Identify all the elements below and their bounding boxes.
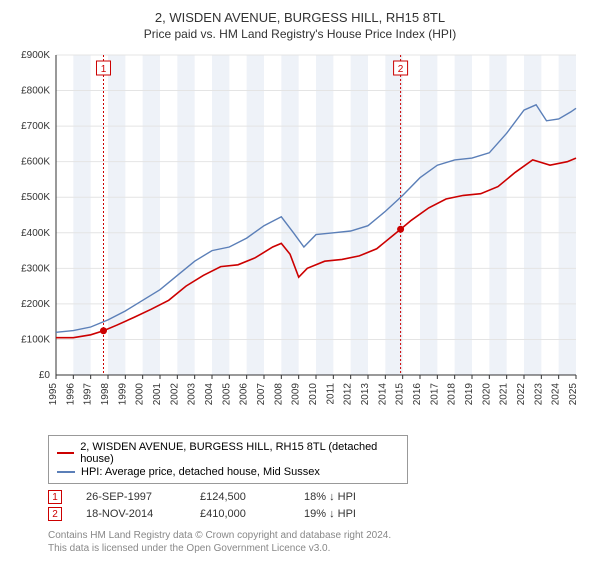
transaction-diff: 18% ↓ HPI xyxy=(304,491,384,503)
legend-row: 2, WISDEN AVENUE, BURGESS HILL, RH15 8TL… xyxy=(57,441,399,465)
transaction-table: 1 26-SEP-1997 £124,500 18% ↓ HPI 2 18-NOV-201… xyxy=(48,490,590,521)
transaction-marker: 1 xyxy=(48,490,62,504)
svg-text:2020: 2020 xyxy=(481,383,492,406)
svg-text:£200K: £200K xyxy=(21,299,50,310)
svg-text:2021: 2021 xyxy=(499,383,510,406)
svg-text:1: 1 xyxy=(101,64,107,75)
transaction-marker: 2 xyxy=(48,507,62,521)
transaction-row: 2 18-NOV-2014 £410,000 19% ↓ HPI xyxy=(48,507,590,521)
svg-text:2013: 2013 xyxy=(360,383,371,406)
svg-text:2000: 2000 xyxy=(135,383,146,406)
transaction-price: £410,000 xyxy=(200,508,280,520)
svg-text:2003: 2003 xyxy=(187,383,198,406)
svg-text:2: 2 xyxy=(398,64,404,75)
svg-text:£0: £0 xyxy=(39,370,51,381)
legend-swatch xyxy=(57,471,75,473)
svg-text:2015: 2015 xyxy=(395,383,406,406)
svg-text:2019: 2019 xyxy=(464,383,475,406)
legend-label: 2, WISDEN AVENUE, BURGESS HILL, RH15 8TL… xyxy=(80,441,399,465)
svg-text:2006: 2006 xyxy=(239,383,250,406)
svg-text:2009: 2009 xyxy=(291,383,302,406)
transaction-price: £124,500 xyxy=(200,491,280,503)
legend-swatch xyxy=(57,452,74,454)
footer-line-2: This data is licensed under the Open Gov… xyxy=(48,542,590,555)
svg-text:£700K: £700K xyxy=(21,121,50,132)
footer-attribution: Contains HM Land Registry data © Crown c… xyxy=(48,529,590,555)
chart-svg: £0 £100K £200K £300K £400K £500K £600K £700K £80… xyxy=(10,49,590,429)
svg-text:2002: 2002 xyxy=(169,383,180,406)
svg-text:2011: 2011 xyxy=(325,383,336,405)
svg-text:£300K: £300K xyxy=(21,263,50,274)
svg-text:1997: 1997 xyxy=(83,383,94,406)
svg-text:2017: 2017 xyxy=(429,383,440,406)
transaction-date: 26-SEP-1997 xyxy=(86,491,176,503)
svg-text:£400K: £400K xyxy=(21,228,50,239)
page-title: 2, WISDEN AVENUE, BURGESS HILL, RH15 8TL xyxy=(10,10,590,25)
svg-text:1998: 1998 xyxy=(100,383,111,406)
svg-text:2001: 2001 xyxy=(152,383,163,406)
svg-text:2016: 2016 xyxy=(412,383,423,406)
page-subtitle: Price paid vs. HM Land Registry's House … xyxy=(10,27,590,41)
svg-text:£800K: £800K xyxy=(21,86,50,97)
transaction-row: 1 26-SEP-1997 £124,500 18% ↓ HPI xyxy=(48,490,590,504)
legend-row: HPI: Average price, detached house, Mid … xyxy=(57,466,399,478)
svg-text:2004: 2004 xyxy=(204,383,215,406)
svg-text:1995: 1995 xyxy=(48,383,59,406)
legend-label: HPI: Average price, detached house, Mid … xyxy=(81,466,320,478)
footer-line-1: Contains HM Land Registry data © Crown c… xyxy=(48,529,590,542)
transaction-date: 18-NOV-2014 xyxy=(86,508,176,520)
svg-text:1996: 1996 xyxy=(65,383,76,406)
svg-text:2025: 2025 xyxy=(568,383,579,406)
legend: 2, WISDEN AVENUE, BURGESS HILL, RH15 8TL… xyxy=(48,435,408,484)
svg-text:2005: 2005 xyxy=(221,383,232,406)
svg-text:£100K: £100K xyxy=(21,334,50,345)
svg-text:2007: 2007 xyxy=(256,383,267,406)
svg-text:2023: 2023 xyxy=(533,383,544,406)
svg-text:£900K: £900K xyxy=(21,50,50,61)
svg-text:£500K: £500K xyxy=(21,192,50,203)
svg-text:2024: 2024 xyxy=(551,383,562,406)
svg-text:2022: 2022 xyxy=(516,383,527,406)
svg-text:2018: 2018 xyxy=(447,383,458,406)
svg-text:£600K: £600K xyxy=(21,157,50,168)
transaction-diff: 19% ↓ HPI xyxy=(304,508,384,520)
svg-text:2010: 2010 xyxy=(308,383,319,406)
price-chart: £0 £100K £200K £300K £400K £500K £600K £700K £80… xyxy=(10,49,590,429)
svg-text:2012: 2012 xyxy=(343,383,354,406)
svg-text:2014: 2014 xyxy=(377,383,388,406)
svg-text:2008: 2008 xyxy=(273,383,284,406)
svg-text:1999: 1999 xyxy=(117,383,128,406)
